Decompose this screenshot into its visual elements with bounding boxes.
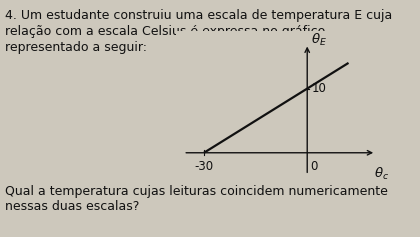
- Text: 0: 0: [310, 160, 318, 173]
- Text: 4. Um estudante construiu uma escala de temperatura E cuja: 4. Um estudante construiu uma escala de …: [5, 9, 392, 22]
- Text: $\theta_c$: $\theta_c$: [374, 166, 389, 182]
- Text: 10: 10: [311, 82, 326, 95]
- Text: nessas duas escalas?: nessas duas escalas?: [5, 200, 139, 213]
- Text: relação com a escala Celsius é expressa no gráfico: relação com a escala Celsius é expressa …: [5, 25, 325, 38]
- Text: $\theta_E$: $\theta_E$: [311, 32, 327, 49]
- Text: Qual a temperatura cujas leituras coincidem numericamente: Qual a temperatura cujas leituras coinci…: [5, 185, 388, 198]
- Text: representado a seguir:: representado a seguir:: [5, 41, 147, 54]
- Text: -30: -30: [194, 160, 213, 173]
